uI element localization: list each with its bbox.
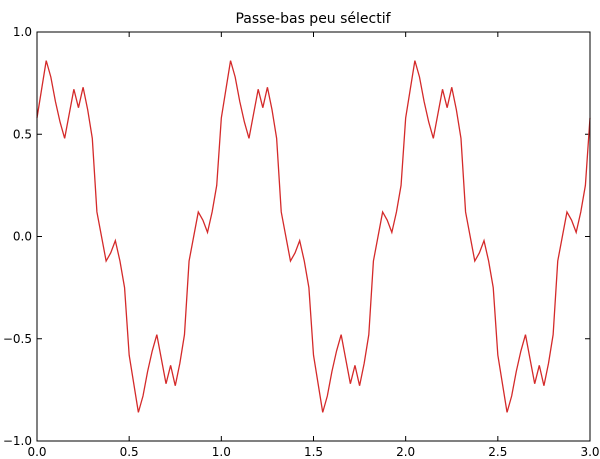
x-tick-label: 1.0 — [212, 445, 231, 459]
x-tick-label: 2.5 — [488, 445, 507, 459]
y-tick-label: 0.5 — [13, 127, 32, 141]
x-tick-label: 0.5 — [120, 445, 139, 459]
x-tick-label: 2.0 — [396, 445, 415, 459]
y-tick-label: 1.0 — [13, 25, 32, 39]
x-tick-label: 3.0 — [580, 445, 599, 459]
x-tick-label: 0.0 — [27, 445, 46, 459]
x-tick-label: 1.5 — [304, 445, 323, 459]
y-tick-label: −1.0 — [3, 434, 32, 448]
y-tick-label: 0.0 — [13, 230, 32, 244]
chart-title: Passe-bas peu sélectif — [235, 11, 391, 27]
plot-frame — [36, 31, 591, 442]
y-tick-label: −0.5 — [3, 332, 32, 346]
data-line — [36, 60, 591, 413]
